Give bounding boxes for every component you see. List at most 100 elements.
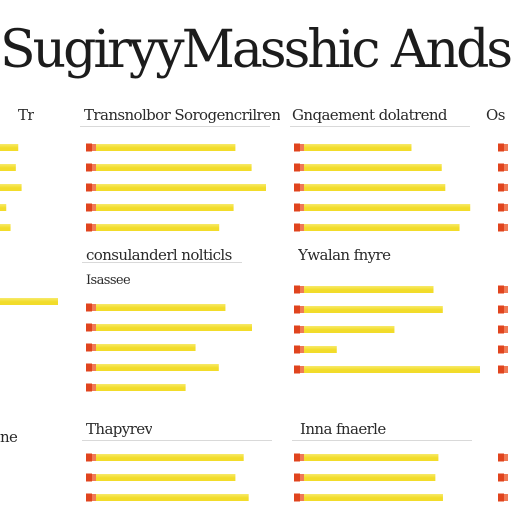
panel-title-top-1: Transnolbor Sorogencrilrend: [84, 106, 280, 124]
bar-tick-mid-1-3: [86, 363, 92, 372]
bar-tick-mid-3-4: [498, 365, 504, 374]
bar-top-1-0: [96, 144, 236, 151]
bar-bottom-2-2: [304, 494, 443, 501]
bar-tick-mid-1-4: [86, 383, 92, 392]
bar-tick-bottom-3-2: [498, 493, 504, 502]
bar-tick-mid-2-2: [294, 325, 300, 334]
bar-tick-mid-1-0: [86, 303, 92, 312]
bar-left-edge-1-4: [0, 224, 11, 231]
bar-tick-mid-3-1: [498, 305, 504, 314]
bar-tick-fade-mid-1-2: [92, 344, 96, 351]
bar-tick-fade-mid-2-3: [300, 346, 304, 353]
divider-top-2: [290, 126, 470, 127]
bar-tick-bottom-3-1: [498, 473, 504, 482]
bar-tick-mid-3-0: [498, 285, 504, 294]
bar-tick-fade-mid-2-1: [300, 306, 304, 313]
bar-top-1-2: [96, 184, 266, 191]
panel-title-left-top: Tr: [18, 106, 34, 124]
divider-top-1: [80, 126, 270, 127]
bar-tick-mid-3-3: [498, 345, 504, 354]
bar-tick-top-2-4: [294, 223, 300, 232]
bar-tick-bottom-3-0: [498, 453, 504, 462]
bar-tick-top-1-4: [86, 223, 92, 232]
bar-tick-top-2-2: [294, 183, 300, 192]
bar-tick-fade-mid-1-4: [92, 384, 96, 391]
bar-tick-mid-2-3: [294, 345, 300, 354]
bar-tick-bottom-2-0: [294, 453, 300, 462]
bar-mid-1-4: [96, 384, 186, 391]
bar-tick-top-3-3: [498, 203, 504, 212]
bar-tick-fade-top-1-4: [92, 224, 96, 231]
bar-tick-mid-1-2: [86, 343, 92, 352]
bar-tick-fade-top-3-3: [504, 204, 508, 211]
bar-tick-fade-mid-3-2: [504, 326, 508, 333]
bar-tick-fade-top-3-4: [504, 224, 508, 231]
bar-mid-2-4: [304, 366, 480, 373]
bar-tick-fade-top-1-0: [92, 144, 96, 151]
bar-tick-top-2-0: [294, 143, 300, 152]
bar-tick-top-1-0: [86, 143, 92, 152]
bar-tick-fade-top-2-2: [300, 184, 304, 191]
bar-mid-2-1: [304, 306, 443, 313]
bar-tick-fade-top-1-1: [92, 164, 96, 171]
bar-tick-fade-top-3-0: [504, 144, 508, 151]
bar-tick-fade-top-1-2: [92, 184, 96, 191]
panel-title-bottom-1: Thapyrev: [86, 420, 153, 438]
bar-tick-fade-bottom-1-2: [92, 494, 96, 501]
bar-tick-bottom-1-2: [86, 493, 92, 502]
bar-tick-fade-top-2-1: [300, 164, 304, 171]
bar-top-1-1: [96, 164, 252, 171]
bar-left-edge-1-1: [0, 164, 16, 171]
bar-tick-mid-2-1: [294, 305, 300, 314]
bar-tick-fade-top-2-3: [300, 204, 304, 211]
bar-top-2-1: [304, 164, 442, 171]
bar-tick-fade-mid-1-3: [92, 364, 96, 371]
bar-tick-bottom-1-1: [86, 473, 92, 482]
bar-mid-1-2: [96, 344, 196, 351]
bar-bottom-1-2: [96, 494, 249, 501]
bar-tick-fade-mid-1-1: [92, 324, 96, 331]
bar-mid-1-3: [96, 364, 219, 371]
bar-tick-bottom-2-1: [294, 473, 300, 482]
bar-left-edge-1-3: [0, 204, 7, 211]
bar-tick-top-3-0: [498, 143, 504, 152]
bar-tick-mid-3-2: [498, 325, 504, 334]
bar-tick-fade-top-3-2: [504, 184, 508, 191]
bar-top-2-3: [304, 204, 471, 211]
bar-tick-top-3-4: [498, 223, 504, 232]
bar-top-1-3: [96, 204, 234, 211]
bar-tick-bottom-1-0: [86, 453, 92, 462]
bar-bottom-2-1: [304, 474, 436, 481]
bar-tick-bottom-2-2: [294, 493, 300, 502]
bar-tick-fade-mid-3-1: [504, 306, 508, 313]
bar-left-edge-1-2: [0, 184, 22, 191]
bar-top-2-2: [304, 184, 446, 191]
panel-title-top-3: Os: [486, 106, 505, 124]
bar-tick-fade-bottom-3-2: [504, 494, 508, 501]
bar-tick-fade-mid-1-0: [92, 304, 96, 311]
chart-title: SugiryyMasshic Ands Gra: [0, 20, 512, 80]
bar-top-2-0: [304, 144, 412, 151]
bar-left-edge-1-0: [0, 144, 19, 151]
bar-top-1-4: [96, 224, 220, 231]
panel-subtitle-mid-1: Isassee: [86, 273, 131, 288]
bar-tick-fade-mid-3-3: [504, 346, 508, 353]
panel-title-left-bottom: ne: [0, 428, 18, 446]
bar-tick-fade-mid-3-4: [504, 366, 508, 373]
bar-tick-top-1-2: [86, 183, 92, 192]
panel-title-top-2: Gnqaement dolatrend: [292, 106, 448, 124]
bar-bottom-1-1: [96, 474, 236, 481]
bar-mid-1-1: [96, 324, 252, 331]
bar-top-2-4: [304, 224, 460, 231]
bar-tick-fade-top-2-0: [300, 144, 304, 151]
bar-tick-top-3-2: [498, 183, 504, 192]
bar-mid-2-3: [304, 346, 337, 353]
bar-tick-fade-top-2-4: [300, 224, 304, 231]
bar-tick-fade-bottom-2-0: [300, 454, 304, 461]
bar-bottom-1-0: [96, 454, 244, 461]
bar-tick-fade-mid-2-2: [300, 326, 304, 333]
bar-tick-top-3-1: [498, 163, 504, 172]
bar-tick-mid-2-0: [294, 285, 300, 294]
bar-tick-mid-2-4: [294, 365, 300, 374]
